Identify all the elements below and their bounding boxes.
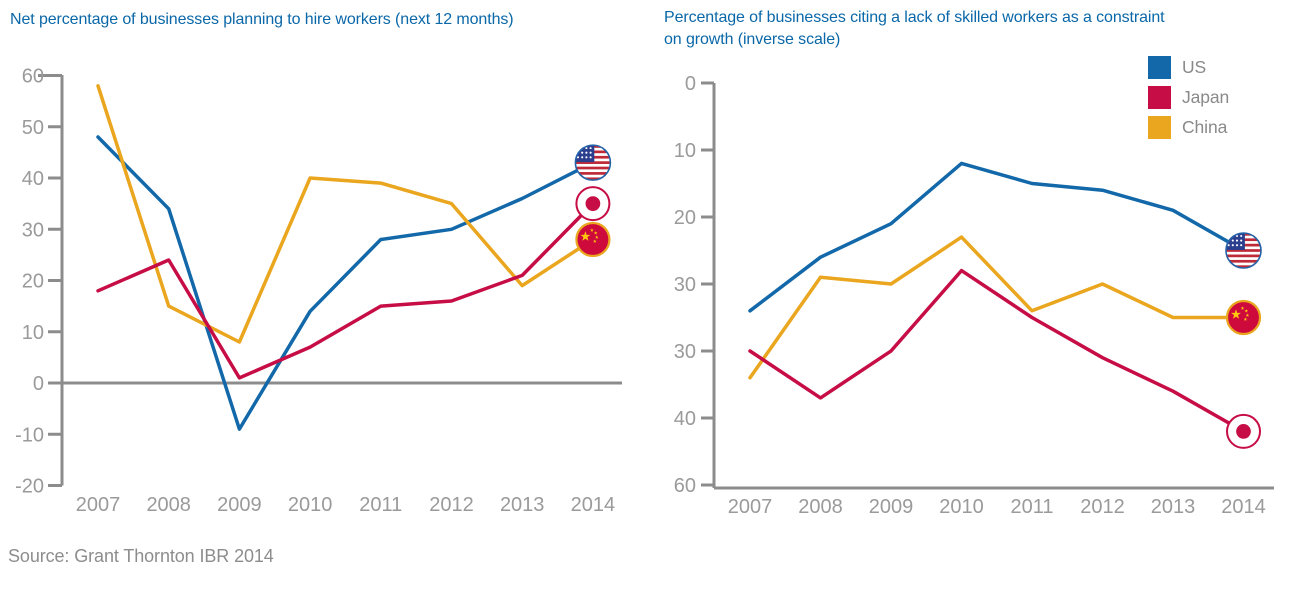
china-series-line [748,235,1246,380]
y-tick-label: -20 [15,476,44,498]
x-tick-label: 2008 [146,494,191,516]
y-tick-label: 40 [674,408,696,430]
y-tick-label: 10 [674,140,696,162]
japan-flag-marker [1226,413,1261,449]
star-shape [1245,313,1250,317]
china-flag-marker [1225,299,1262,336]
y-tick-label: 20 [674,207,696,229]
star-shape [1243,317,1248,321]
source-note: Source: Grant Thornton IBR 2014 [8,546,274,566]
china-series-line [96,84,595,344]
y-tick-label: 30 [674,274,696,296]
us-series-line [96,135,595,431]
legend-label-japan: Japan [1182,87,1230,107]
y-tick-label: 0 [685,73,696,95]
china-flag-marker [575,221,611,258]
x-tick-label: 2014 [1221,496,1266,518]
y-tick-label: 50 [22,117,44,139]
right-chart: 0 10 20 30 30 40 60 2007 2008 2009 2010 2011 2012 201… [674,73,1274,518]
y-tick-label: 20 [22,271,44,293]
x-tick-label: 2010 [939,496,984,518]
right-chart-title-line1: Percentage of businesses citing a lack o… [664,9,1165,26]
star-shape [1244,309,1249,313]
y-tick-label: 60 [674,475,696,497]
legend-label-china: China [1182,117,1228,137]
x-tick-label: 2011 [359,494,402,516]
legend-item-us: US [1148,56,1229,79]
x-tick-label: 2009 [869,496,914,518]
star-shape [593,231,598,235]
star-shape [1240,306,1245,310]
star-shape [592,239,597,243]
star-shape [594,235,599,239]
star-shape [590,228,594,232]
japan-series-line [748,268,1246,434]
star-shape [1231,309,1241,319]
us-series-line [748,161,1246,313]
x-tick-label: 2008 [798,496,843,518]
right-chart-title: Percentage of businesses citing a lack o… [664,7,1289,51]
y-tick-label: 10 [22,322,44,344]
y-tick-label: -10 [15,424,44,446]
x-tick-label: 2007 [728,496,773,518]
y-tick-label: 30 [674,341,696,363]
y-tick-label: 60 [22,66,44,88]
japan-series-line [96,201,595,380]
us-flag-marker [1225,232,1262,269]
right-chart-title-line2: on growth (inverse scale) [664,31,841,48]
y-tick-label: 40 [22,168,44,190]
x-tick-label: 2014 [571,494,616,516]
x-tick-label: 2011 [1010,496,1053,518]
legend-item-china: China [1148,116,1229,139]
x-tick-label: 2013 [1151,496,1196,518]
star-shape [580,231,591,241]
x-tick-label: 2010 [288,494,333,516]
x-tick-label: 2013 [500,494,545,516]
y-tick-label: 30 [22,219,44,241]
legend-item-japan: Japan [1148,86,1229,109]
left-chart-title: Net percentage of businesses planning to… [10,11,514,28]
x-tick-label: 2007 [76,494,121,516]
us-color-swatch [1148,56,1171,79]
china-color-swatch [1148,116,1171,139]
x-tick-label: 2012 [429,494,474,516]
legend-label-us: US [1182,57,1207,77]
x-tick-label: 2012 [1080,496,1125,518]
x-tick-label: 2009 [217,494,262,516]
us-flag-marker [574,144,612,181]
japan-flag-marker [575,186,611,222]
japan-color-swatch [1148,86,1171,109]
chart-legend: US Japan China [1148,56,1229,146]
y-tick-label: 0 [33,373,44,395]
